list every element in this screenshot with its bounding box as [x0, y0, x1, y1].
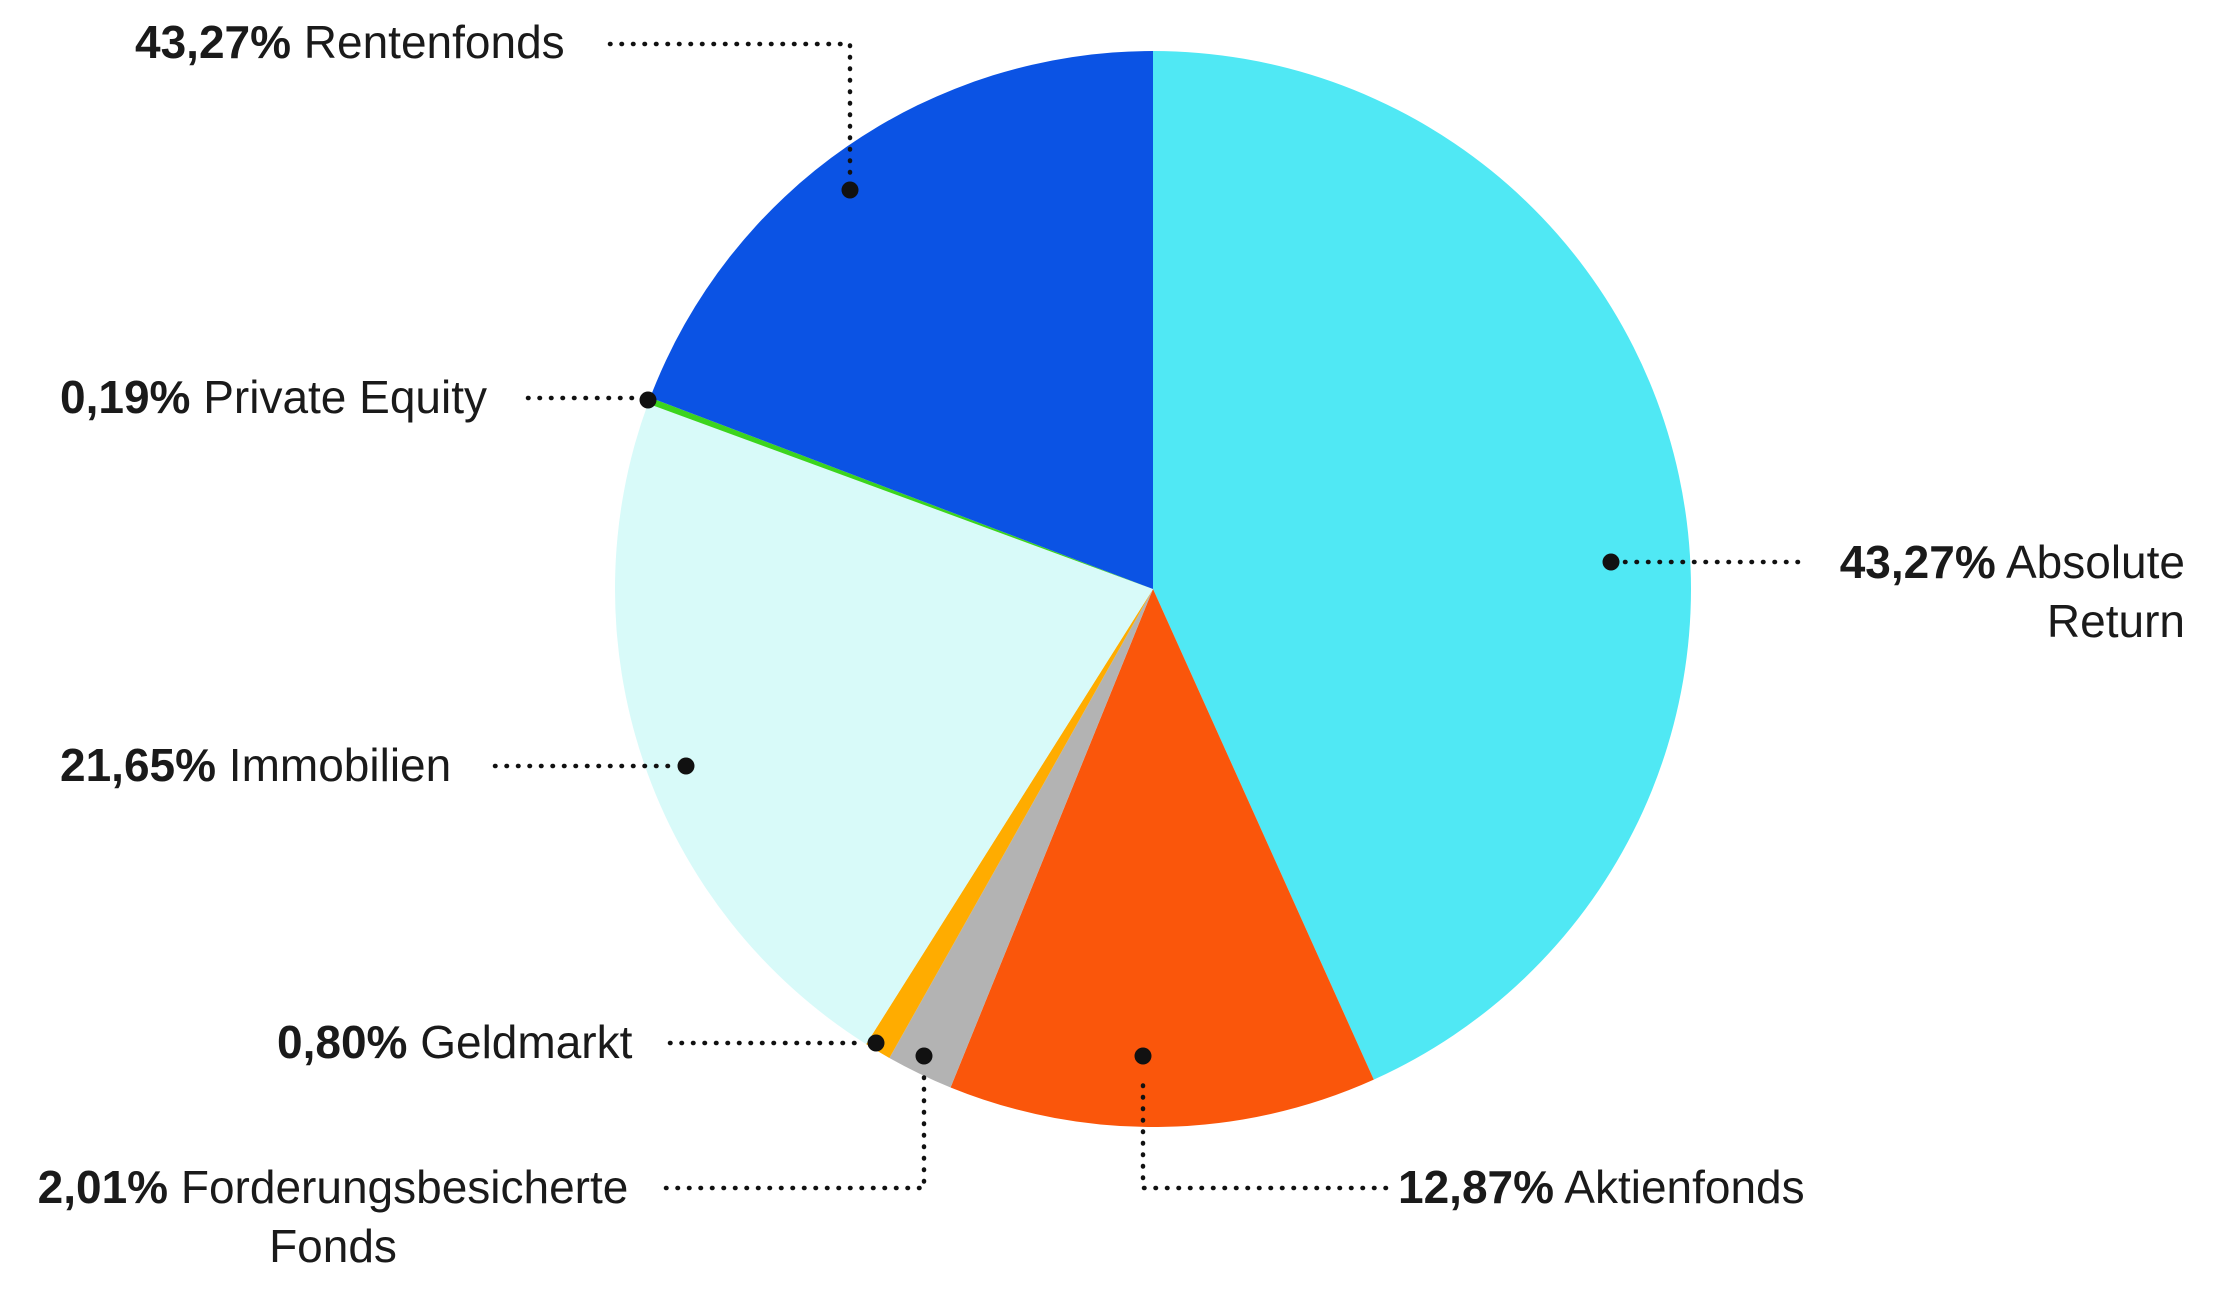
pie-slice-private-equity: [647, 397, 1153, 589]
callout-dot-private-equity: [639, 391, 657, 409]
callout-dot-forderungsbesicherte-fonds: [915, 1047, 933, 1065]
callout-dot-rentenfonds: [841, 181, 859, 199]
pie-slice-aktienfonds: [950, 589, 1374, 1127]
pie-slice-absolute-return: [1153, 51, 1691, 1080]
callout-dot-immobilien: [677, 757, 695, 775]
pie-slice-immobilien: [614, 403, 1153, 1045]
callout-immobilien: 21,65% Immobilien: [60, 736, 451, 795]
percent-value: 12,87%: [1398, 1161, 1555, 1213]
percent-value: 0,19%: [60, 371, 191, 423]
callout-rentenfonds: 43,27% Rentenfonds: [135, 13, 565, 72]
callout-absolute-return: 43,27% Absolute Return: [1805, 533, 2185, 651]
slice-name: Absolute Return: [2005, 536, 2185, 647]
callout-forderungsbesicherte-fonds: 2,01% Forderungsbesicherte Fonds: [33, 1158, 633, 1276]
pie-slice-rentenfonds: [650, 51, 1153, 589]
percent-value: 2,01%: [37, 1161, 169, 1213]
slice-name: Geldmarkt: [420, 1016, 633, 1068]
slice-name: Private Equity: [203, 371, 488, 423]
callout-dot-absolute-return: [1602, 553, 1620, 571]
leader-line-aktienfonds: [1140, 1073, 1389, 1191]
callout-private-equity: 0,19% Private Equity: [60, 368, 487, 427]
slice-name: Forderungsbesicherte Fonds: [180, 1161, 629, 1272]
percent-value: 43,27%: [135, 16, 292, 68]
callout-geldmarkt: 0,80% Geldmarkt: [277, 1013, 632, 1072]
pie-slice-forderungsbesicherte-fonds: [889, 589, 1153, 1088]
callout-aktienfonds: 12,87% Aktienfonds: [1398, 1158, 1805, 1217]
slice-name: Rentenfonds: [303, 16, 565, 68]
percent-value: 0,80%: [277, 1016, 408, 1068]
callout-dot-aktienfonds: [1134, 1047, 1152, 1065]
leader-line-rentenfonds: [607, 41, 853, 177]
pie-slice-geldmarkt: [866, 589, 1153, 1058]
percent-value: 43,27%: [1839, 536, 1996, 588]
callout-dot-geldmarkt: [867, 1034, 885, 1052]
slice-name: Immobilien: [228, 739, 452, 791]
percent-value: 21,65%: [60, 739, 217, 791]
slice-name: Aktienfonds: [1564, 1161, 1805, 1213]
leader-line-forderungsbesicherte-fonds: [663, 1073, 927, 1191]
